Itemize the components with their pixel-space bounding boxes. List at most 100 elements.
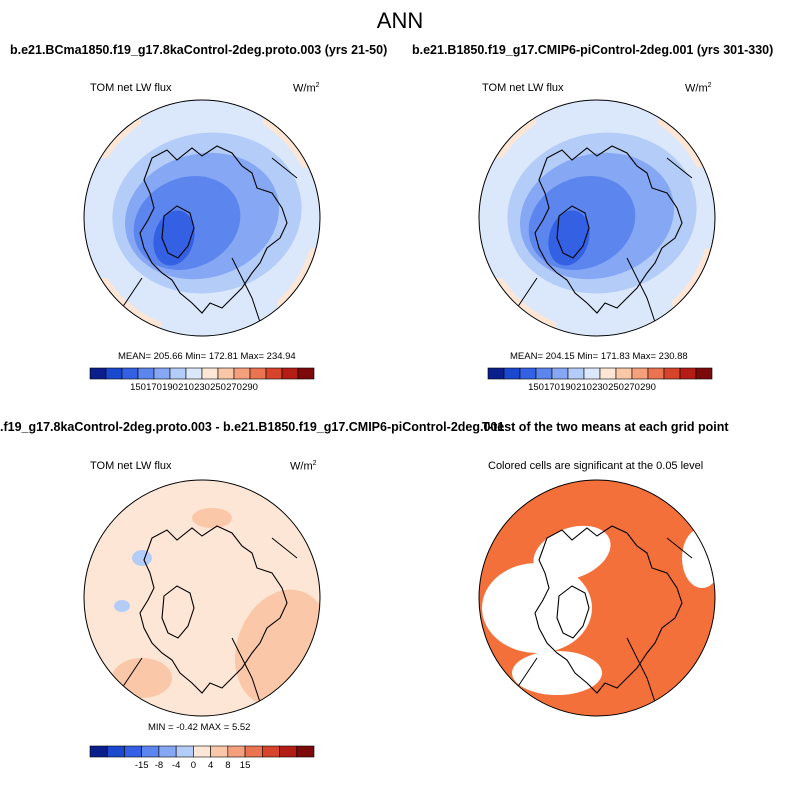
colorbar-tick-label: 190: [560, 382, 576, 393]
units-exp: 2: [707, 82, 712, 89]
colorbar-swatch: [158, 745, 177, 758]
colorbar-panel2: 150 170 190 210 230 250 270 290: [487, 367, 713, 393]
colorbar-swatch: [647, 367, 665, 380]
colorbar-swatch: [105, 367, 123, 380]
colorbar-tick-label: 150: [130, 382, 146, 393]
flux-region: [533, 525, 611, 581]
panel4-subtitle: Colored cells are significant at the 0.0…: [488, 460, 704, 472]
coastline: [139, 145, 288, 314]
figure-title: ANN: [376, 8, 424, 33]
colorbar-tick-label: 270: [624, 382, 640, 393]
colorbar-swatch: [599, 367, 617, 380]
colorbar-tick-label: 290: [640, 382, 656, 393]
panel3-title: .f19_g17.8kaControl-2deg.proto.003 - b.e…: [0, 420, 505, 434]
map-fill-group: [84, 100, 320, 336]
panel1-title: b.e21.BCma1850.f19_g17.8kaControl-2deg.p…: [10, 43, 388, 57]
colorbar-tick-label: 210: [576, 382, 592, 393]
panel2-title: b.e21.B1850.f19_g17.CMIP6-piControl-2deg…: [412, 43, 774, 57]
colorbar-swatch: [89, 745, 108, 758]
flux-region: [482, 563, 592, 653]
colorbar-swatch: [106, 745, 125, 758]
colorbar-tick-label: 150: [528, 382, 544, 393]
map-fill-group: [479, 100, 715, 336]
colorbar-tick-label: 190: [162, 382, 178, 393]
colorbar-swatch: [265, 367, 283, 380]
map-panel2: [478, 99, 716, 337]
colorbar-tick-label: -4: [172, 760, 180, 771]
colorbar-swatch: [281, 367, 299, 380]
units-base: W/m: [293, 82, 316, 95]
flux-region: [592, 593, 612, 613]
colorbar-tick-label: -15: [135, 760, 149, 771]
coastline-detail: [121, 157, 298, 329]
colorbar-tick-label: 170: [544, 382, 560, 393]
colorbar-swatch: [535, 367, 553, 380]
flux-region: [192, 508, 232, 528]
colorbar-swatch: [551, 367, 569, 380]
map-fill-group: [84, 480, 320, 716]
map-panel3: [83, 479, 321, 717]
coastline-greenland: [161, 205, 195, 259]
map-border: [83, 99, 321, 337]
colorbar-swatch: [169, 367, 187, 380]
colorbar-swatch: [227, 745, 246, 758]
colorbar-swatch: [217, 367, 235, 380]
colorbar-swatch: [89, 367, 107, 380]
colorbar-tick-label: 230: [194, 382, 210, 393]
coastline-detail: [516, 537, 693, 709]
map-panel4: [478, 479, 716, 717]
colorbar-swatch: [695, 367, 713, 380]
panel2-units: W/m2: [685, 82, 712, 95]
colorbar-swatch: [297, 367, 315, 380]
colorbar-tick-label: 15: [240, 760, 251, 771]
colorbar-tick-label: 210: [178, 382, 194, 393]
panel2-subtitle: TOM net LW flux: [482, 82, 564, 94]
colorbar-tick-label: -8: [155, 760, 163, 771]
coastline-greenland: [556, 205, 590, 259]
panel3-units: W/m2: [290, 460, 317, 473]
colorbar-tick-label: 4: [208, 760, 213, 771]
map-border: [478, 99, 716, 337]
colorbar-tick-label: 0: [191, 760, 196, 771]
coastline: [534, 525, 683, 694]
colorbar-swatch: [631, 367, 649, 380]
panel3-stats: MIN = -0.42 MAX = 5.52: [148, 722, 251, 733]
colorbar-tick-label: 250: [608, 382, 624, 393]
colorbar-swatch: [137, 367, 155, 380]
flux-region: [512, 651, 602, 695]
colorbar-swatch: [503, 367, 521, 380]
colorbar-tick-label: 290: [242, 382, 258, 393]
colorbar-swatch: [201, 367, 219, 380]
colorbar-panel3: -15 -8 -4 0 4 8 15: [89, 745, 315, 771]
colorbar-swatch: [567, 367, 585, 380]
units-exp: 2: [315, 82, 320, 89]
coastline: [139, 525, 288, 694]
colorbar-tick-label: 230: [592, 382, 608, 393]
colorbar-swatch: [121, 367, 139, 380]
colorbar-swatch: [262, 745, 280, 758]
colorbar-swatch: [153, 367, 171, 380]
flux-region: [682, 528, 715, 588]
coastline-greenland: [556, 585, 590, 639]
colorbar-swatch: [175, 745, 194, 758]
colorbar-swatch: [244, 745, 263, 758]
colorbar-swatch: [487, 367, 505, 380]
colorbar-tick-label: 270: [226, 382, 242, 393]
colorbar-swatch: [615, 367, 633, 380]
panel3-subtitle: TOM net LW flux: [90, 460, 172, 472]
colorbar-tick-label: 8: [225, 760, 230, 771]
coastline-greenland: [161, 585, 195, 639]
colorbar-swatch: [679, 367, 697, 380]
map-border: [478, 479, 716, 717]
panel1-units: W/m2: [293, 82, 320, 95]
map-border: [83, 479, 321, 717]
units-base: W/m: [685, 82, 708, 95]
colorbar-swatch: [193, 745, 211, 758]
units-exp: 2: [312, 460, 317, 467]
colorbar-swatch: [233, 367, 251, 380]
colorbar-swatch: [296, 745, 315, 758]
coastline-detail: [516, 157, 693, 329]
flux-region: [132, 550, 152, 566]
colorbar-swatch: [141, 745, 160, 758]
colorbar-swatch: [249, 367, 267, 380]
